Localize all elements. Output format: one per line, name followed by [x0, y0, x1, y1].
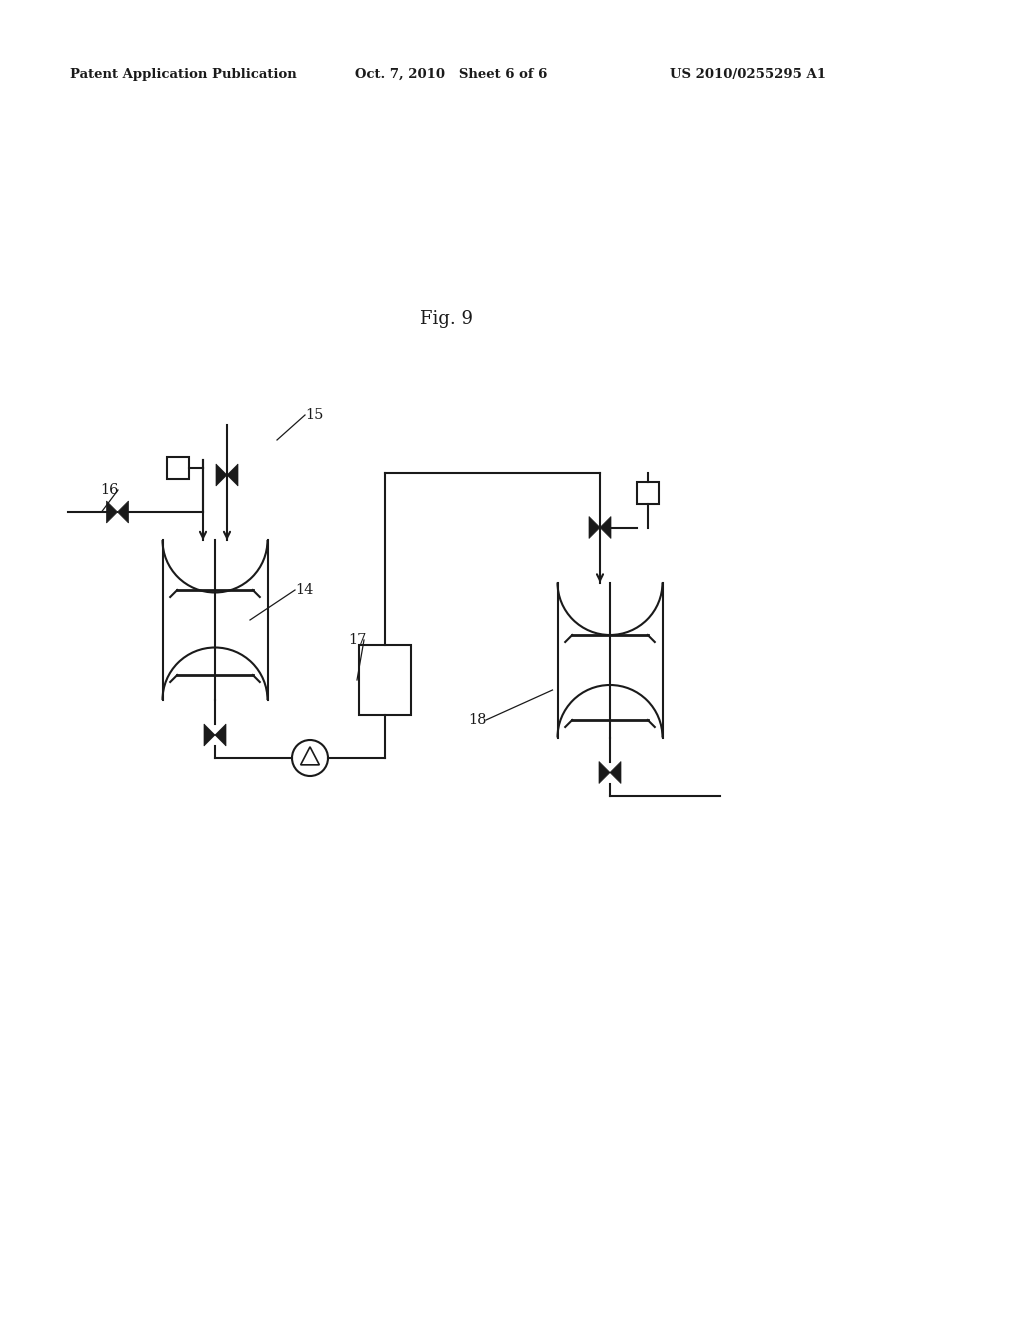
Text: 15: 15 — [305, 408, 324, 422]
Polygon shape — [106, 502, 128, 523]
Text: 17: 17 — [348, 634, 367, 647]
Text: Fig. 9: Fig. 9 — [420, 310, 473, 327]
Text: 16: 16 — [100, 483, 119, 498]
Polygon shape — [599, 762, 621, 784]
Polygon shape — [216, 465, 238, 486]
Polygon shape — [589, 516, 611, 539]
Polygon shape — [204, 723, 226, 746]
Circle shape — [292, 741, 328, 776]
Text: US 2010/0255295 A1: US 2010/0255295 A1 — [670, 69, 826, 81]
Text: Oct. 7, 2010   Sheet 6 of 6: Oct. 7, 2010 Sheet 6 of 6 — [355, 69, 548, 81]
Polygon shape — [167, 457, 189, 479]
Polygon shape — [637, 482, 659, 503]
Text: 14: 14 — [295, 583, 313, 597]
Polygon shape — [359, 645, 411, 715]
Text: Patent Application Publication: Patent Application Publication — [70, 69, 297, 81]
Text: 18: 18 — [468, 713, 486, 727]
Polygon shape — [301, 747, 319, 764]
